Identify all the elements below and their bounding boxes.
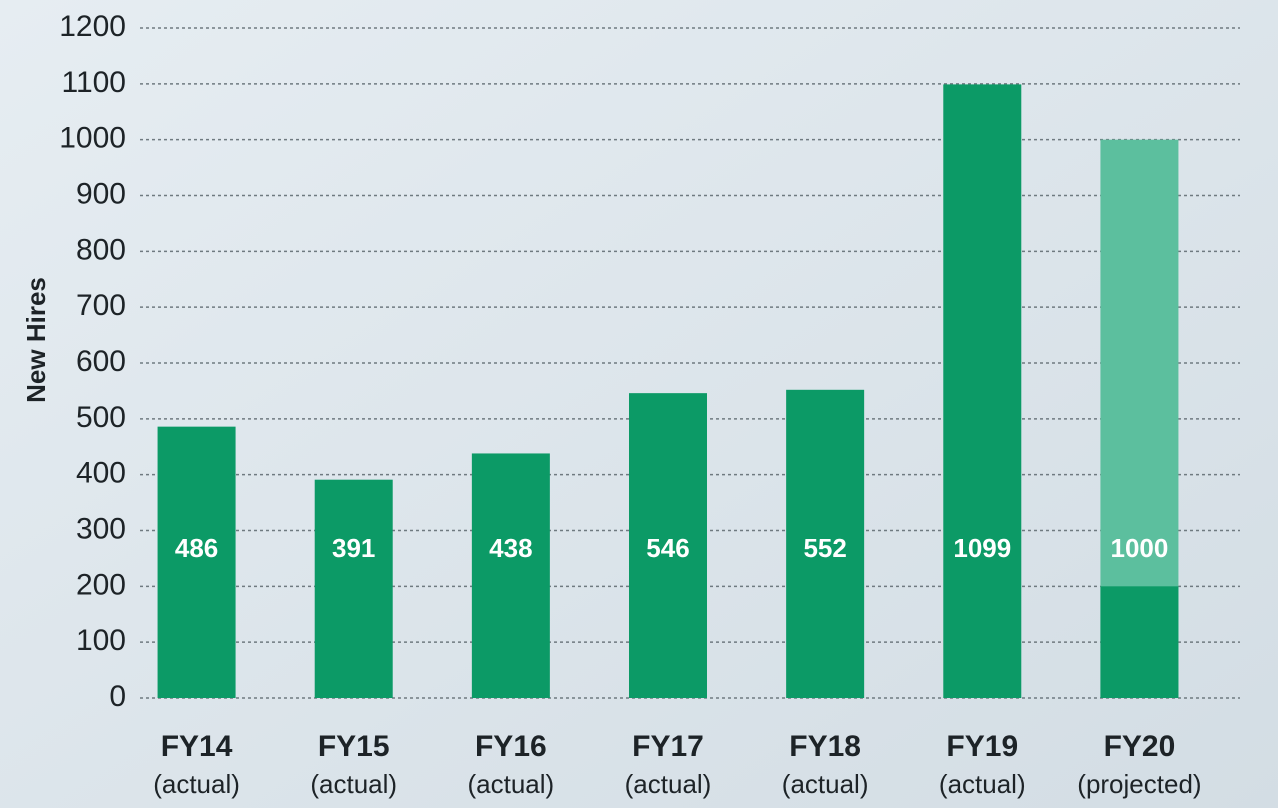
- x-tick-sublabel: (actual): [468, 769, 555, 799]
- bar: [315, 480, 393, 698]
- y-tick-label: 200: [76, 568, 126, 601]
- x-tick-sublabel: (actual): [625, 769, 712, 799]
- chart: New Hires 0 100 200 300 400 500 600 700 800 900 10…: [0, 0, 1278, 808]
- value-label: 1099: [953, 533, 1011, 563]
- x-tick-label: FY14: [161, 730, 233, 763]
- x-tick-label: FY16: [475, 730, 547, 763]
- x-tick-sublabel: (actual): [939, 769, 1026, 799]
- y-axis-label: New Hires: [21, 277, 51, 403]
- y-tick-label: 900: [76, 177, 126, 210]
- y-tick-label: 700: [76, 289, 126, 322]
- x-tick-label: FY18: [789, 730, 861, 763]
- value-label: 486: [175, 533, 218, 563]
- page: New Hires 0 100 200 300 400 500 600 700 800 900 10…: [0, 0, 1278, 808]
- x-tick-label: FY20: [1104, 730, 1176, 763]
- value-label: 546: [646, 533, 689, 563]
- bar-inner: [1100, 586, 1178, 698]
- bar: [472, 453, 550, 698]
- bar: [943, 84, 1021, 698]
- value-label: 1000: [1111, 533, 1169, 563]
- y-tick-label: 1100: [61, 66, 126, 99]
- x-tick-sublabel: (actual): [782, 769, 869, 799]
- x-tick-label: FY19: [946, 730, 1018, 763]
- x-tick-sublabel: (actual): [153, 769, 240, 799]
- y-tick-label: 400: [76, 457, 126, 490]
- y-tick-label: 600: [76, 345, 126, 378]
- y-tick-label: 500: [76, 401, 126, 434]
- y-tick-label: 0: [109, 680, 126, 713]
- value-label: 552: [803, 533, 846, 563]
- x-tick-label: FY17: [632, 730, 704, 763]
- value-label: 438: [489, 533, 532, 563]
- y-tick-label: 1200: [59, 10, 126, 43]
- x-tick-sublabel: (actual): [310, 769, 397, 799]
- y-tick-label: 300: [76, 512, 126, 545]
- y-tick-label: 100: [76, 624, 126, 657]
- x-tick-sublabel: (projected): [1077, 769, 1201, 799]
- x-tick-label: FY15: [318, 730, 390, 763]
- y-tick-label: 1000: [59, 122, 126, 155]
- value-label: 391: [332, 533, 375, 563]
- y-tick-label: 800: [76, 233, 126, 266]
